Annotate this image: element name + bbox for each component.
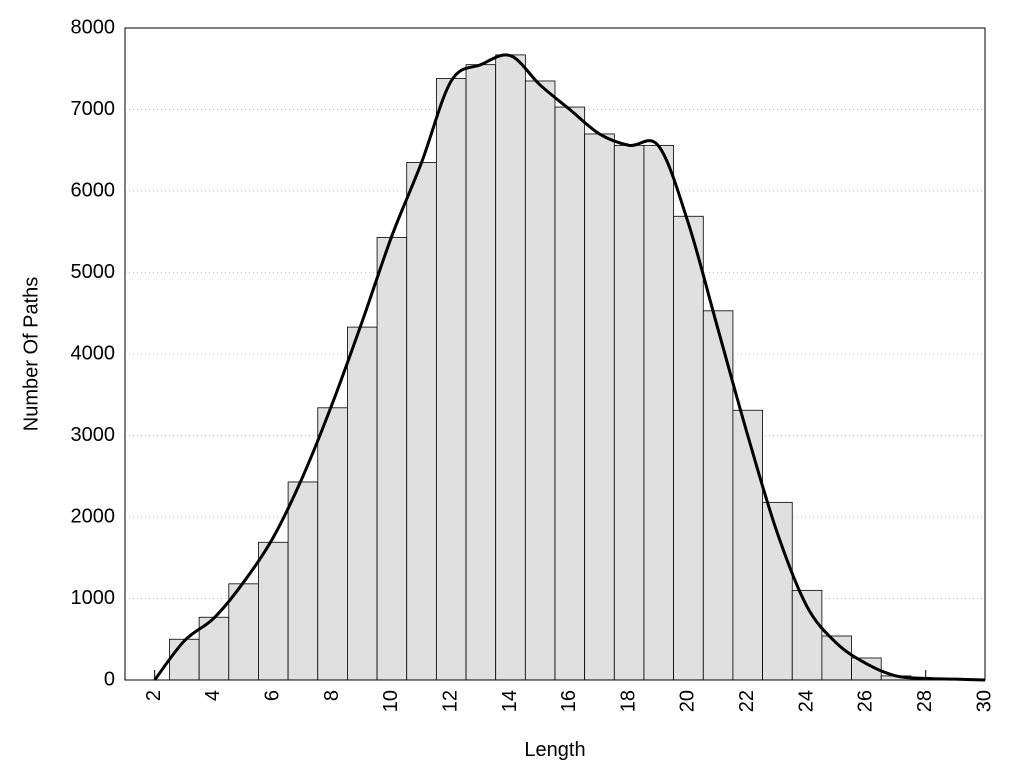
x-tick-label: 24 (795, 690, 817, 712)
y-tick-label: 5000 (71, 261, 116, 283)
density-line (153, 53, 986, 682)
x-tick-label: 2 (143, 690, 165, 701)
x-tick-label: 30 (973, 690, 995, 712)
y-tick-label: 1000 (71, 587, 116, 609)
bar (376, 237, 408, 681)
bar (258, 541, 289, 681)
y-tick-label: 7000 (71, 98, 116, 120)
y-axis-label: Number Of Paths (20, 277, 42, 432)
x-tick-label: 14 (499, 690, 521, 712)
y-tick-label: 8000 (71, 16, 116, 38)
y-tick-label: 4000 (71, 342, 116, 364)
bar (495, 54, 526, 681)
x-tick-label: 16 (558, 690, 580, 712)
y-tick-label: 0 (104, 668, 115, 690)
bar (732, 409, 763, 681)
x-tick-label: 18 (617, 690, 639, 712)
x-tick-label: 4 (202, 690, 224, 701)
x-tick-label: 12 (439, 690, 461, 712)
x-tick-label: 26 (855, 690, 877, 712)
x-tick-label: 20 (677, 690, 699, 712)
x-tick-label: 22 (736, 690, 758, 712)
y-tick-label: 3000 (71, 424, 116, 446)
bar (643, 144, 675, 681)
x-tick-label: 28 (914, 690, 936, 712)
bar (584, 133, 615, 681)
x-axis-label: Length (524, 739, 585, 761)
bar (169, 638, 200, 681)
bar (317, 407, 348, 681)
bar (287, 481, 319, 681)
x-tick-label: 8 (321, 690, 343, 701)
y-tick-label: 2000 (71, 505, 116, 527)
bar (554, 106, 586, 681)
y-tick-label: 6000 (71, 179, 116, 201)
x-tick-label: 10 (380, 690, 402, 712)
bar (465, 64, 497, 681)
x-tick-label: 6 (262, 690, 284, 701)
bar (673, 215, 704, 681)
bar (406, 162, 437, 681)
bar (524, 80, 556, 681)
plot-frame (124, 27, 986, 681)
bar (435, 78, 467, 681)
bar (347, 326, 378, 681)
bar (613, 144, 645, 681)
bar (702, 310, 734, 681)
